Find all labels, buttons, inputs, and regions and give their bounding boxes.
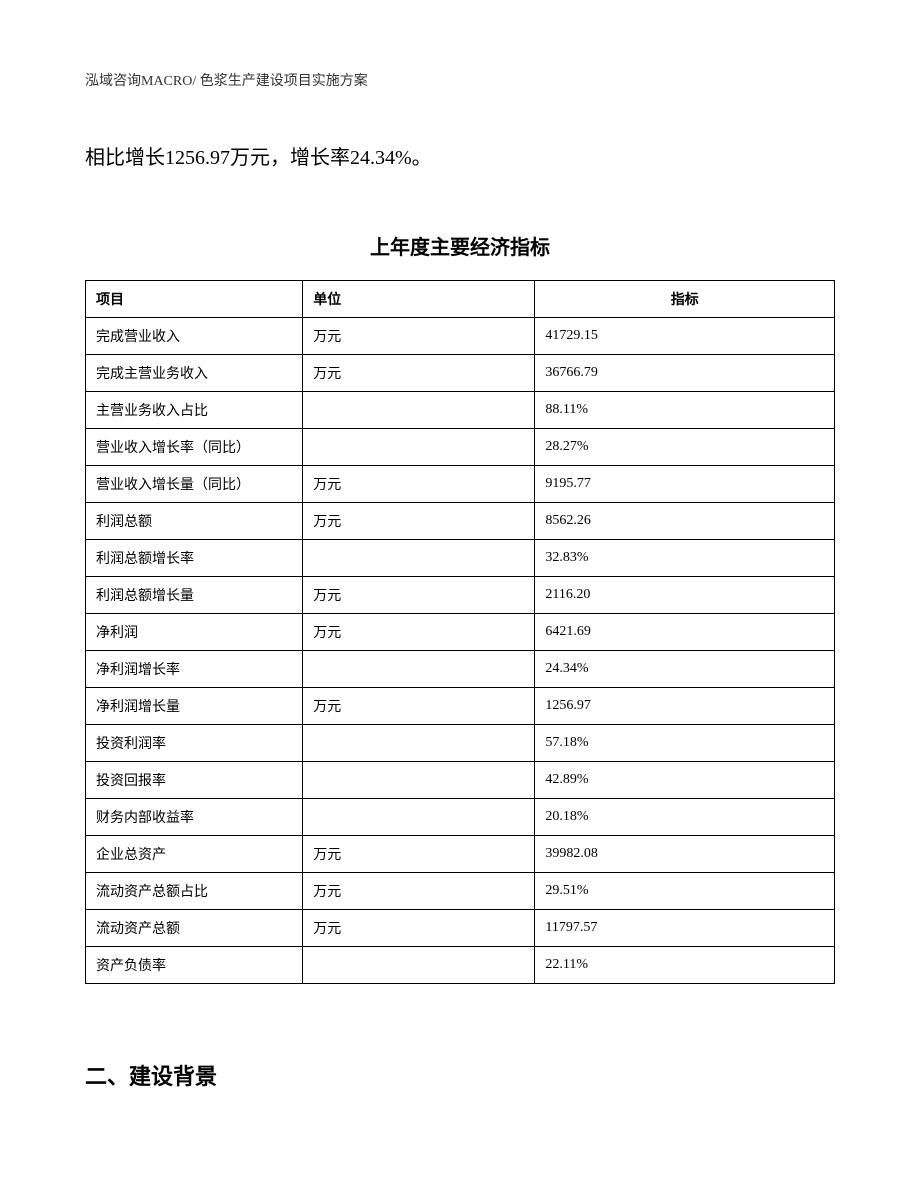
- table-cell-danwei: 万元: [303, 688, 535, 725]
- table-cell-danwei: 万元: [303, 503, 535, 540]
- table-header-xiangmu: 项目: [86, 281, 303, 318]
- table-cell-xiangmu: 投资回报率: [86, 762, 303, 799]
- table-cell-zhibiao: 41729.15: [535, 318, 835, 355]
- table-cell-xiangmu: 财务内部收益率: [86, 799, 303, 836]
- table-cell-xiangmu: 流动资产总额占比: [86, 873, 303, 910]
- table-cell-zhibiao: 22.11%: [535, 947, 835, 984]
- table-cell-danwei: [303, 725, 535, 762]
- table-cell-danwei: [303, 429, 535, 466]
- table-cell-zhibiao: 28.27%: [535, 429, 835, 466]
- table-cell-xiangmu: 营业收入增长量（同比）: [86, 466, 303, 503]
- section-heading: 二、建设背景: [85, 1059, 835, 1091]
- table-cell-danwei: [303, 651, 535, 688]
- table-cell-zhibiao: 39982.08: [535, 836, 835, 873]
- table-row: 营业收入增长量（同比）万元9195.77: [86, 466, 835, 503]
- table-row: 流动资产总额万元11797.57: [86, 910, 835, 947]
- table-row: 企业总资产万元39982.08: [86, 836, 835, 873]
- table-cell-xiangmu: 净利润增长量: [86, 688, 303, 725]
- table-cell-xiangmu: 营业收入增长率（同比）: [86, 429, 303, 466]
- table-cell-danwei: [303, 392, 535, 429]
- table-cell-xiangmu: 流动资产总额: [86, 910, 303, 947]
- table-cell-zhibiao: 57.18%: [535, 725, 835, 762]
- table-cell-xiangmu: 利润总额增长量: [86, 577, 303, 614]
- table-cell-xiangmu: 投资利润率: [86, 725, 303, 762]
- table-row: 营业收入增长率（同比） 28.27%: [86, 429, 835, 466]
- table-cell-danwei: [303, 762, 535, 799]
- table-cell-zhibiao: 9195.77: [535, 466, 835, 503]
- table-cell-xiangmu: 净利润: [86, 614, 303, 651]
- table-cell-danwei: 万元: [303, 466, 535, 503]
- table-cell-danwei: [303, 540, 535, 577]
- table-cell-zhibiao: 8562.26: [535, 503, 835, 540]
- table-cell-zhibiao: 1256.97: [535, 688, 835, 725]
- body-paragraph: 相比增长1256.97万元，增长率24.34%。: [85, 140, 835, 176]
- table-cell-xiangmu: 净利润增长率: [86, 651, 303, 688]
- table-row: 资产负债率 22.11%: [86, 947, 835, 984]
- table-title: 上年度主要经济指标: [85, 231, 835, 260]
- table-cell-danwei: [303, 799, 535, 836]
- table-row: 完成主营业务收入万元36766.79: [86, 355, 835, 392]
- table-row: 主营业务收入占比 88.11%: [86, 392, 835, 429]
- table-row: 净利润万元6421.69: [86, 614, 835, 651]
- table-cell-xiangmu: 利润总额: [86, 503, 303, 540]
- table-cell-zhibiao: 20.18%: [535, 799, 835, 836]
- page-header-text: 泓域咨询MACRO/ 色浆生产建设项目实施方案: [85, 70, 835, 90]
- table-cell-zhibiao: 29.51%: [535, 873, 835, 910]
- table-row: 财务内部收益率 20.18%: [86, 799, 835, 836]
- table-cell-danwei: 万元: [303, 318, 535, 355]
- table-cell-danwei: 万元: [303, 910, 535, 947]
- table-row: 流动资产总额占比万元29.51%: [86, 873, 835, 910]
- table-cell-zhibiao: 11797.57: [535, 910, 835, 947]
- table-header-zhibiao: 指标: [535, 281, 835, 318]
- table-cell-xiangmu: 资产负债率: [86, 947, 303, 984]
- table-cell-danwei: 万元: [303, 614, 535, 651]
- table-row: 净利润增长量万元1256.97: [86, 688, 835, 725]
- table-cell-zhibiao: 88.11%: [535, 392, 835, 429]
- table-header-danwei: 单位: [303, 281, 535, 318]
- table-row: 投资回报率 42.89%: [86, 762, 835, 799]
- table-cell-zhibiao: 24.34%: [535, 651, 835, 688]
- table-cell-danwei: [303, 947, 535, 984]
- table-cell-zhibiao: 2116.20: [535, 577, 835, 614]
- table-row: 利润总额万元8562.26: [86, 503, 835, 540]
- table-cell-zhibiao: 32.83%: [535, 540, 835, 577]
- table-row: 净利润增长率 24.34%: [86, 651, 835, 688]
- table-row: 投资利润率 57.18%: [86, 725, 835, 762]
- table-row: 完成营业收入万元41729.15: [86, 318, 835, 355]
- table-cell-xiangmu: 企业总资产: [86, 836, 303, 873]
- table-cell-zhibiao: 36766.79: [535, 355, 835, 392]
- economic-indicators-table: 项目 单位 指标 完成营业收入万元41729.15完成主营业务收入万元36766…: [85, 280, 835, 984]
- table-cell-danwei: 万元: [303, 873, 535, 910]
- table-header-row: 项目 单位 指标: [86, 281, 835, 318]
- table-cell-xiangmu: 主营业务收入占比: [86, 392, 303, 429]
- table-cell-zhibiao: 42.89%: [535, 762, 835, 799]
- table-cell-danwei: 万元: [303, 577, 535, 614]
- table-cell-xiangmu: 完成主营业务收入: [86, 355, 303, 392]
- table-row: 利润总额增长率 32.83%: [86, 540, 835, 577]
- table-row: 利润总额增长量万元2116.20: [86, 577, 835, 614]
- table-cell-xiangmu: 完成营业收入: [86, 318, 303, 355]
- table-cell-danwei: 万元: [303, 355, 535, 392]
- table-cell-zhibiao: 6421.69: [535, 614, 835, 651]
- table-cell-danwei: 万元: [303, 836, 535, 873]
- table-cell-xiangmu: 利润总额增长率: [86, 540, 303, 577]
